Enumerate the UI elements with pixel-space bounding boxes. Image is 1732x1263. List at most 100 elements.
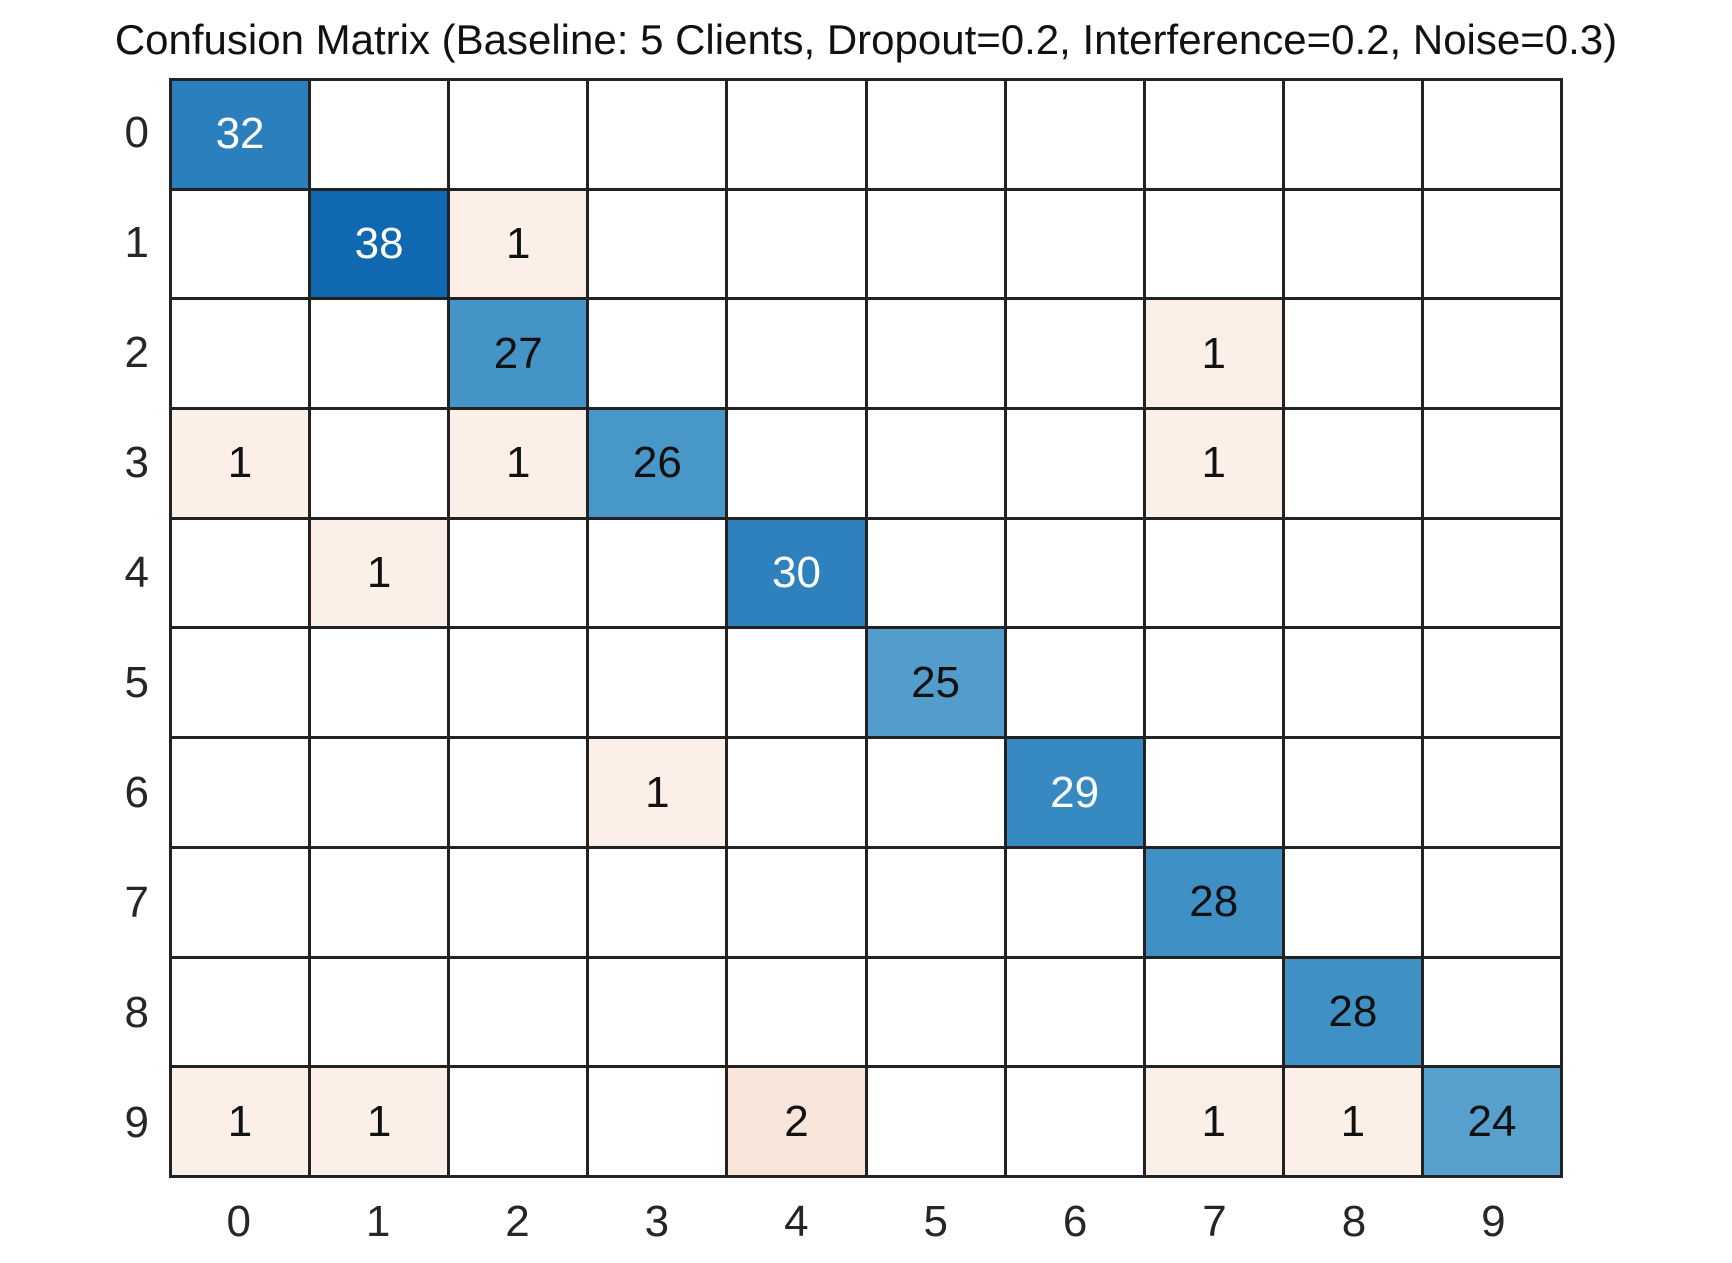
matrix-cell: [1006, 848, 1143, 956]
matrix-cell: [172, 958, 309, 1066]
matrix-cell: [450, 81, 587, 188]
x-tick-label: 4: [784, 1197, 809, 1246]
matrix-cell: [172, 848, 309, 956]
matrix-cell: [867, 519, 1004, 627]
matrix-cell: 1: [172, 1068, 309, 1175]
matrix-cell: [172, 300, 309, 408]
matrix-cell: [1145, 739, 1282, 846]
x-tick-label: 7: [1202, 1197, 1227, 1246]
matrix-cell: [867, 190, 1004, 298]
matrix-cell: [867, 958, 1004, 1066]
y-tick-label: 4: [124, 548, 149, 597]
matrix-cell: [450, 958, 587, 1066]
matrix-cell: 28: [1145, 848, 1282, 956]
matrix-cell: [1423, 629, 1560, 737]
matrix-cell: [311, 410, 448, 517]
matrix-cell: 2: [728, 1068, 865, 1175]
matrix-cell: 29: [1006, 739, 1143, 846]
matrix-cell: 1: [1145, 300, 1282, 408]
matrix-cell: [1006, 300, 1143, 408]
matrix-cell: [1006, 629, 1143, 737]
matrix-cell: 32: [172, 81, 309, 188]
y-tick-label: 3: [124, 438, 149, 487]
matrix-cell: [1284, 519, 1421, 627]
matrix-cell: [1006, 958, 1143, 1066]
matrix-cell: [728, 848, 865, 956]
x-tick-label: 2: [505, 1197, 530, 1246]
matrix-cell: [450, 519, 587, 627]
matrix-cell: [1423, 848, 1560, 956]
matrix-cell: [728, 410, 865, 517]
matrix-cell: 1: [1145, 1068, 1282, 1175]
matrix-cell: [1423, 739, 1560, 846]
matrix-cell: [311, 848, 448, 956]
matrix-cell: [1284, 629, 1421, 737]
matrix-cell: [1423, 300, 1560, 408]
matrix-cell: [1423, 190, 1560, 298]
matrix-cell: [728, 629, 865, 737]
x-tick-label: 6: [1062, 1197, 1088, 1246]
matrix-cell: [867, 81, 1004, 188]
matrix-cell: 1: [311, 519, 448, 627]
x-tick-label: 8: [1341, 1197, 1367, 1246]
matrix-cell: 25: [867, 629, 1004, 737]
matrix-cell: [172, 739, 309, 846]
matrix-cell: [867, 1068, 1004, 1175]
matrix-cell: [728, 739, 865, 846]
matrix-cell: [589, 848, 726, 956]
matrix-cell: 1: [450, 410, 587, 517]
matrix-cell: 1: [172, 410, 309, 517]
matrix-cell: [1284, 300, 1421, 408]
matrix-cell: 27: [450, 300, 587, 408]
matrix-cell: [311, 739, 448, 846]
matrix-cell: [1423, 958, 1560, 1066]
matrix-cell: 26: [589, 410, 726, 517]
chart-title: Confusion Matrix (Baseline: 5 Clients, D…: [114, 16, 1618, 63]
matrix-cell: [589, 1068, 726, 1175]
matrix-cell: [589, 190, 726, 298]
matrix-cell: 24: [1423, 1068, 1560, 1175]
matrix-cell: [1145, 629, 1282, 737]
matrix-cell: [1284, 848, 1421, 956]
matrix-cell: [311, 629, 448, 737]
matrix-cell: [1284, 190, 1421, 298]
matrix-cell: 38: [311, 190, 448, 298]
x-tick-label: 0: [226, 1197, 251, 1246]
y-tick-label: 1: [124, 218, 149, 267]
matrix-cell: [172, 519, 309, 627]
matrix-cell: 28: [1284, 958, 1421, 1066]
matrix-cell: [867, 410, 1004, 517]
matrix-cell: 1: [1145, 410, 1282, 517]
y-tick-label: 2: [124, 328, 149, 377]
matrix-cell: [867, 300, 1004, 408]
matrix-cell: [172, 629, 309, 737]
matrix-cell: [311, 81, 448, 188]
y-tick-label: 8: [124, 988, 149, 1037]
y-tick-label: 7: [124, 878, 149, 927]
matrix-cell: 30: [728, 519, 865, 627]
matrix-cell: [867, 739, 1004, 846]
x-tick-label: 5: [923, 1197, 948, 1246]
matrix-cell: [1284, 81, 1421, 188]
matrix-cell: [450, 629, 587, 737]
matrix-cell: [1423, 410, 1560, 517]
matrix-cell: [1145, 81, 1282, 188]
x-axis-tick-labels: 0 1 2 3 4 5 6 7 8 9: [169, 1190, 1563, 1254]
matrix-cell: [1006, 1068, 1143, 1175]
matrix-cell: [1284, 410, 1421, 517]
matrix-cell: [1006, 81, 1143, 188]
y-tick-label: 6: [124, 768, 149, 817]
matrix-cell: 1: [589, 739, 726, 846]
matrix-cell: [1145, 519, 1282, 627]
matrix-cell: [1145, 958, 1282, 1066]
heatmap-grid: 32 38 1 27 1 1 1 26 1 1 30 25 1 29 28 28 1 1 2 1 1 24: [169, 78, 1563, 1178]
x-tick-label: 9: [1481, 1197, 1506, 1246]
matrix-cell: 1: [311, 1068, 448, 1175]
matrix-cell: [1006, 190, 1143, 298]
matrix-cell: [1423, 519, 1560, 627]
matrix-cell: [1284, 739, 1421, 846]
matrix-cell: [172, 190, 309, 298]
matrix-cell: [589, 958, 726, 1066]
matrix-cell: [1145, 190, 1282, 298]
